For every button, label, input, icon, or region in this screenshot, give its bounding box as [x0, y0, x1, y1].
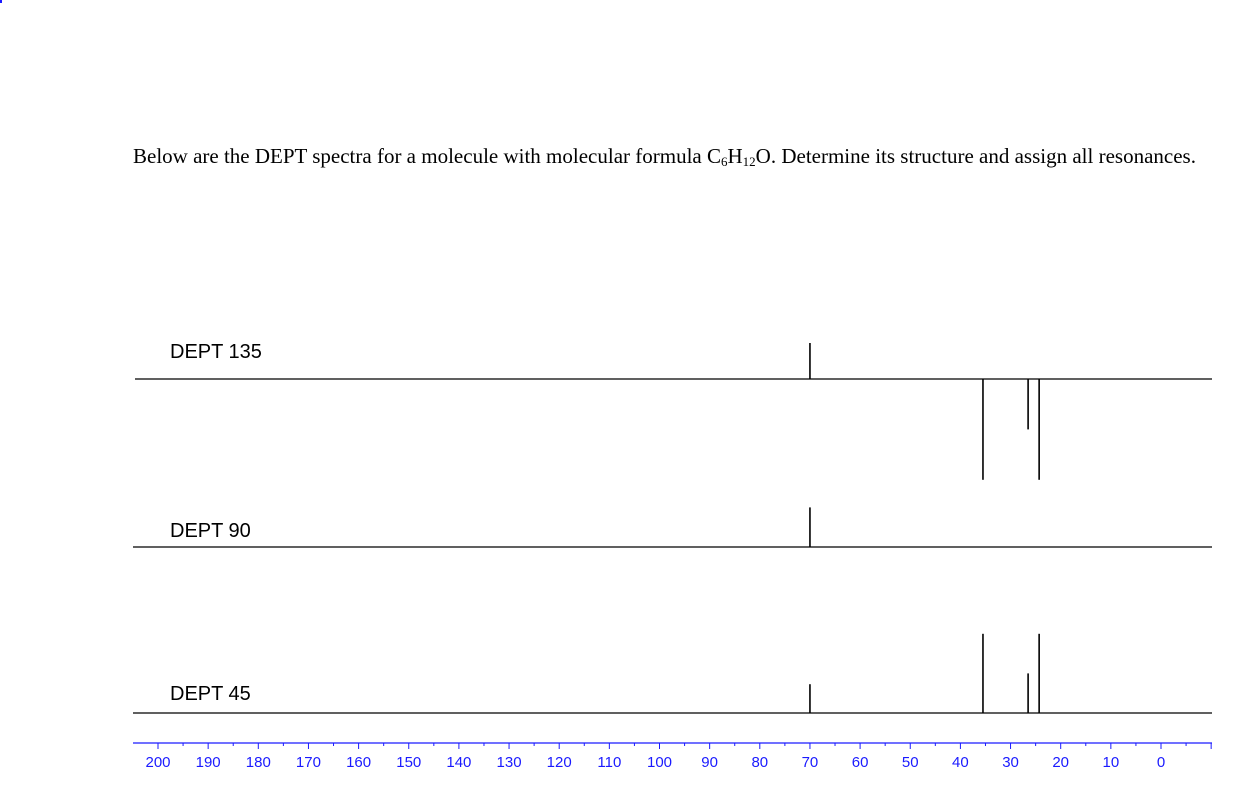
question-part-1: Below are the DEPT spectra for a molecul…: [133, 144, 721, 168]
x-tick-label: 110: [597, 754, 621, 771]
formula-subscript-carbon: 6: [721, 154, 728, 169]
x-tick-label: 140: [446, 754, 471, 771]
x-tick-label: 160: [346, 754, 371, 771]
x-tick-label: 0: [1157, 754, 1165, 771]
x-tick-label: 60: [852, 754, 869, 771]
x-tick-label: 40: [952, 754, 969, 771]
formula-subscript-hydrogen: 12: [742, 154, 756, 169]
x-tick-label: 80: [751, 754, 768, 771]
x-tick-label: 190: [196, 754, 221, 771]
x-tick-label: 170: [296, 754, 321, 771]
x-tick-label: 10: [1103, 754, 1120, 771]
question-part-3: O. Determine its structure and assign al…: [755, 144, 1196, 168]
question-text: Below are the DEPT spectra for a molecul…: [133, 143, 1223, 169]
x-tick-label: 90: [701, 754, 718, 771]
corner-mark: [0, 0, 2, 3]
x-tick-label: 180: [246, 754, 271, 771]
question-part-2: H: [727, 144, 743, 168]
x-tick-label: 200: [145, 754, 170, 771]
dept90-label: DEPT 90: [170, 520, 251, 542]
x-tick-label: 120: [547, 754, 572, 771]
dept45-label: DEPT 45: [170, 683, 251, 705]
x-tick-label: 130: [497, 754, 522, 771]
x-tick-label: 70: [802, 754, 819, 771]
dept135-label: DEPT 135: [170, 341, 262, 363]
x-tick-label: 50: [902, 754, 919, 771]
x-tick-label: 20: [1052, 754, 1069, 771]
x-tick-label: 150: [396, 754, 421, 771]
x-tick-label: 30: [1002, 754, 1019, 771]
x-tick-label: 100: [647, 754, 672, 771]
